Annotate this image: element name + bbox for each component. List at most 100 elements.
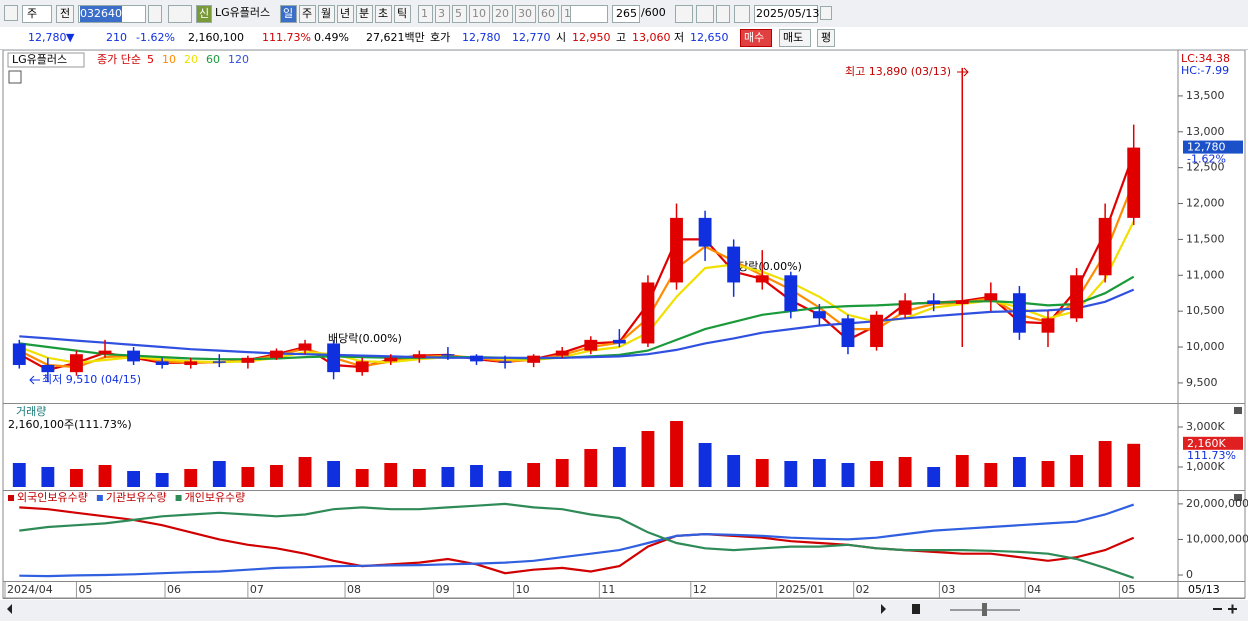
- x-tick-label: 06: [167, 583, 181, 596]
- volume-bar: [898, 457, 912, 487]
- count-btn-label: 20: [495, 7, 509, 20]
- count-btn-label: 5: [455, 7, 462, 20]
- legend-entry: 기관보유수량: [106, 491, 167, 504]
- count-btn[interactable]: 20: [492, 5, 513, 23]
- volume-bar: [327, 461, 341, 487]
- candle-body: [955, 300, 969, 304]
- count-btn-label: 60: [541, 7, 555, 20]
- candle-body: [698, 217, 712, 247]
- y-tick-label: 3,000K: [1186, 420, 1225, 433]
- high: 13,060: [632, 31, 671, 44]
- search-btn[interactable]: [148, 5, 162, 23]
- x-tick-label: 02: [856, 583, 870, 596]
- last-volume-label: 2,160K: [1187, 437, 1226, 450]
- candle-body: [384, 357, 398, 362]
- interval-btn[interactable]: 일: [280, 5, 297, 23]
- candle-body: [70, 354, 83, 373]
- legend-entry: 10: [162, 53, 176, 66]
- count-btn[interactable]: 60: [538, 5, 559, 23]
- calendar-icon[interactable]: [820, 6, 832, 20]
- date-input[interactable]: 2025/05/13: [754, 5, 819, 23]
- count-btn[interactable]: 1: [418, 5, 433, 23]
- candle-body: [1127, 147, 1141, 218]
- legend-entry: 60: [206, 53, 220, 66]
- scrollbar[interactable]: [0, 600, 1248, 621]
- high-label: 고: [616, 31, 627, 44]
- sell-btn[interactable]: 매도: [779, 29, 811, 47]
- zoom-thumb[interactable]: [982, 603, 987, 616]
- scroll-right[interactable]: [881, 604, 886, 614]
- volume-bar: [527, 463, 541, 487]
- legend-entry: 개인보유수량: [185, 491, 246, 504]
- tool-icon[interactable]: [675, 5, 693, 23]
- panel-close[interactable]: [1234, 494, 1242, 501]
- volume-bar: [184, 469, 198, 487]
- candle-body: [555, 350, 569, 356]
- volume-bar: [1012, 457, 1026, 487]
- volume-bar: [355, 469, 369, 487]
- count-btn[interactable]: 5: [452, 5, 467, 23]
- volume-bar: [70, 469, 83, 487]
- zoom-buttons[interactable]: [1213, 604, 1237, 614]
- buy-btn[interactable]: 매수: [740, 29, 772, 47]
- hc-label: HC:-7.99: [1181, 64, 1229, 77]
- x-tick-label: 09: [436, 583, 450, 596]
- last-change-label: -1.62%: [1187, 153, 1226, 166]
- stop-btn[interactable]: [912, 604, 920, 614]
- count-btn-label: 3: [438, 7, 445, 20]
- y-tick-label: 13,500: [1186, 89, 1225, 102]
- volume-bar: [641, 431, 655, 487]
- table-icon[interactable]: [8, 70, 22, 84]
- interval-btn[interactable]: 월: [318, 5, 335, 23]
- legend-swatch: [175, 495, 182, 501]
- new-btn[interactable]: 신: [196, 5, 212, 23]
- interval-btn[interactable]: 주: [299, 5, 316, 23]
- count-btn[interactable]: 10: [469, 5, 490, 23]
- prefix-btn[interactable]: 전: [56, 5, 74, 23]
- dividend-annotation: 배당락(0.00%): [328, 332, 402, 345]
- dropdown[interactable]: [570, 5, 608, 23]
- volume-bar: [98, 465, 112, 487]
- x-tick-label: 10: [516, 583, 530, 596]
- volume-bar: [1041, 461, 1055, 487]
- panel-close[interactable]: [1234, 407, 1242, 414]
- bid-label: 호가: [430, 31, 451, 44]
- period-select[interactable]: 주: [22, 5, 52, 23]
- x-tick-label: 05: [78, 583, 92, 596]
- code-input[interactable]: 032640: [78, 5, 146, 23]
- interval-btn[interactable]: 초: [375, 5, 392, 23]
- x-tick-label: 2025/01: [779, 583, 825, 596]
- interval-btn[interactable]: 틱: [394, 5, 411, 23]
- scroll-left[interactable]: [7, 604, 12, 614]
- settings-icon[interactable]: [734, 5, 750, 23]
- icon[interactable]: [4, 5, 18, 21]
- tool-icon[interactable]: [716, 5, 730, 23]
- candle-body: [441, 354, 455, 356]
- avg-btn[interactable]: 평: [817, 29, 835, 47]
- volume-bar: [955, 455, 969, 487]
- period: 주: [27, 7, 38, 20]
- volume-bar: [670, 421, 683, 487]
- interval-btn-label: 분: [359, 7, 370, 20]
- candle-body: [241, 357, 255, 363]
- tool-icon[interactable]: [696, 5, 714, 23]
- frame: [2, 49, 1246, 599]
- x-end-label: 05/13: [1188, 583, 1220, 596]
- count-btn[interactable]: 3: [435, 5, 450, 23]
- new: 신: [199, 7, 210, 20]
- candle-body: [98, 350, 112, 355]
- sound-btn[interactable]: [168, 5, 192, 23]
- interval-btn-label: 일: [283, 7, 294, 20]
- candle-body: [1070, 275, 1083, 319]
- y-tick-label: 10,000,000: [1186, 532, 1248, 545]
- interval-btn[interactable]: 년: [337, 5, 354, 23]
- shown-input[interactable]: 265: [612, 5, 640, 23]
- last-price-label: 12,780: [1187, 141, 1226, 154]
- interval-btn[interactable]: 분: [356, 5, 373, 23]
- y-tick-label: 11,000: [1186, 268, 1225, 281]
- volume-bar: [212, 461, 226, 487]
- count-btn[interactable]: 30: [515, 5, 536, 23]
